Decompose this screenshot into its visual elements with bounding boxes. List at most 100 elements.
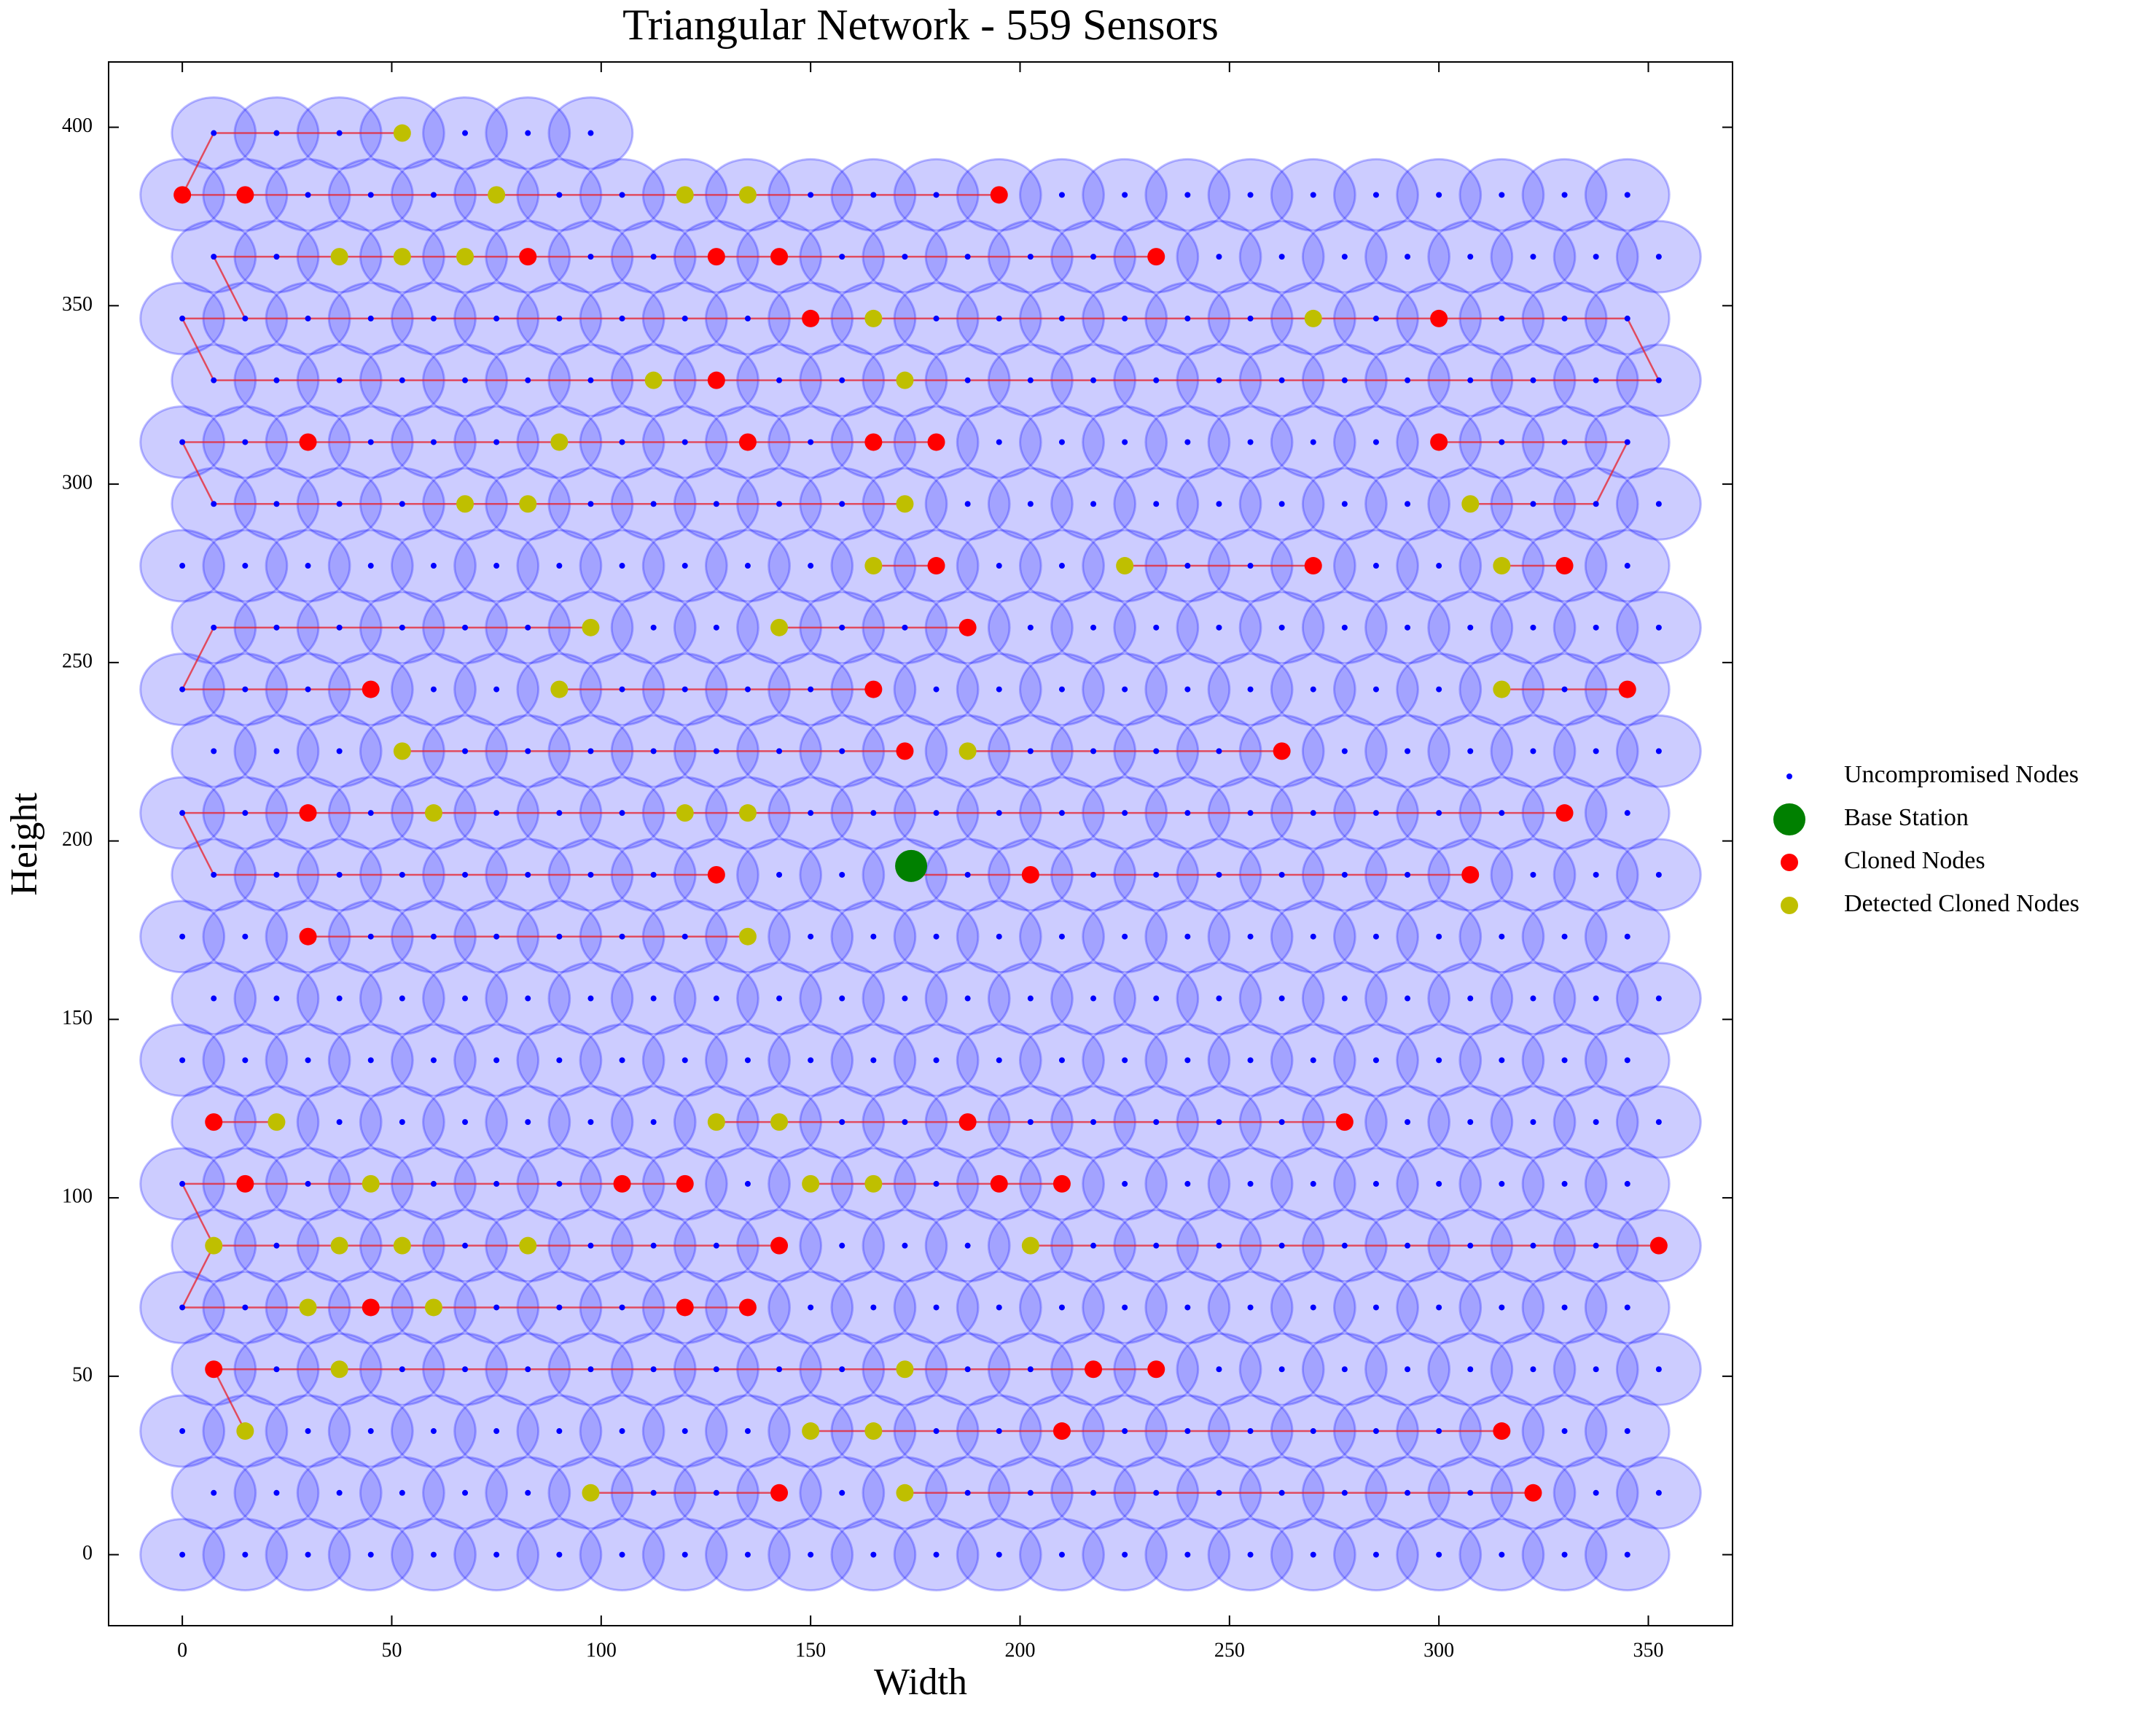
sensor-node xyxy=(1278,624,1285,631)
sensor-node xyxy=(430,1551,437,1558)
sensor-node xyxy=(1341,377,1348,383)
sensor-node xyxy=(1058,933,1065,940)
sensor-node xyxy=(1027,1366,1034,1373)
sensor-node xyxy=(1184,1304,1191,1311)
sensor-node xyxy=(1058,810,1065,816)
sensor-node xyxy=(1310,686,1316,693)
sensor-node xyxy=(1561,1180,1568,1187)
sensor-node xyxy=(996,1551,1002,1558)
legend-marker xyxy=(1773,803,1805,835)
sensor-node xyxy=(1310,439,1316,445)
sensor-node xyxy=(1530,501,1536,507)
sensor-node xyxy=(242,810,249,816)
sensor-node xyxy=(273,130,280,136)
sensor-node xyxy=(1405,254,1411,260)
point xyxy=(550,680,569,698)
sensor-node xyxy=(179,315,186,321)
x-tick-label: 250 xyxy=(1214,1639,1245,1661)
sensor-node xyxy=(1372,1551,1379,1558)
sensor-node xyxy=(1122,1304,1128,1311)
sensor-node xyxy=(1341,995,1348,1002)
sensor-node xyxy=(1530,1119,1536,1126)
sensor-node xyxy=(681,1428,688,1435)
point xyxy=(864,680,883,698)
sensor-node xyxy=(493,686,500,693)
sensor-node xyxy=(273,995,280,1002)
sensor-node xyxy=(650,1242,657,1249)
sensor-node xyxy=(1530,871,1536,878)
sensor-node xyxy=(1247,439,1254,445)
sensor-node xyxy=(1561,933,1568,940)
sensor-node xyxy=(1090,254,1097,260)
sensor-node xyxy=(525,1119,531,1126)
sensor-node xyxy=(336,377,343,383)
sensor-node xyxy=(1530,748,1536,755)
sensor-node xyxy=(1090,377,1097,383)
sensor-node xyxy=(776,748,783,755)
sensor-node xyxy=(744,1057,751,1064)
sensor-node xyxy=(1655,1489,1662,1496)
sensor-node xyxy=(776,871,783,878)
sensor-node xyxy=(1593,1242,1599,1249)
sensor-node xyxy=(1122,192,1128,198)
point xyxy=(895,849,928,882)
point xyxy=(393,742,411,760)
sensor-node xyxy=(1027,377,1034,383)
sensor-node xyxy=(525,748,531,755)
sensor-node xyxy=(839,624,845,631)
sensor-node xyxy=(493,1180,500,1187)
sensor-node xyxy=(619,439,625,445)
sensor-node xyxy=(1593,1366,1599,1373)
sensor-node xyxy=(619,810,625,816)
sensor-node xyxy=(179,439,186,445)
sensor-node xyxy=(744,315,751,321)
legend-label: Detected Cloned Nodes xyxy=(1844,890,2079,917)
point xyxy=(299,927,317,946)
sensor-node xyxy=(839,748,845,755)
sensor-node xyxy=(650,501,657,507)
sensor-node xyxy=(556,563,563,569)
sensor-node xyxy=(1561,1428,1568,1435)
sensor-node xyxy=(1278,254,1285,260)
point xyxy=(738,804,757,822)
point xyxy=(362,1298,380,1317)
sensor-node xyxy=(1090,995,1097,1002)
legend-marker xyxy=(1781,897,1798,914)
sensor-node xyxy=(493,315,500,321)
sensor-node xyxy=(367,1428,374,1435)
sensor-node xyxy=(462,130,469,136)
clone-link xyxy=(181,1245,215,1309)
sensor-node xyxy=(430,933,437,940)
point xyxy=(1493,680,1511,698)
sensor-node xyxy=(462,1489,469,1496)
sensor-node xyxy=(1278,501,1285,507)
sensor-node xyxy=(587,1119,594,1126)
sensor-node xyxy=(1216,501,1222,507)
sensor-node xyxy=(1372,933,1379,940)
sensor-node xyxy=(587,748,594,755)
sensor-node xyxy=(1153,871,1160,878)
sensor-node xyxy=(1655,624,1662,631)
sensor-node xyxy=(619,315,625,321)
sensor-node xyxy=(1278,871,1285,878)
sensor-node xyxy=(808,933,814,940)
sensor-node xyxy=(1467,377,1474,383)
sensor-node xyxy=(305,192,311,198)
sensor-node xyxy=(336,995,343,1002)
point xyxy=(802,309,820,327)
sensor-node xyxy=(1184,1057,1191,1064)
point xyxy=(1524,1484,1542,1502)
sensor-node xyxy=(1310,933,1316,940)
sensor-node xyxy=(399,624,405,631)
sensor-node xyxy=(1027,748,1034,755)
clone-link xyxy=(213,256,246,319)
sensor-node xyxy=(1499,1180,1505,1187)
sensor-node xyxy=(1624,315,1630,321)
sensor-node xyxy=(1310,1057,1316,1064)
point xyxy=(1430,309,1448,327)
point xyxy=(236,186,254,204)
point xyxy=(1085,1360,1103,1379)
sensor-node xyxy=(839,995,845,1002)
sensor-node xyxy=(1341,501,1348,507)
point xyxy=(362,1174,380,1193)
